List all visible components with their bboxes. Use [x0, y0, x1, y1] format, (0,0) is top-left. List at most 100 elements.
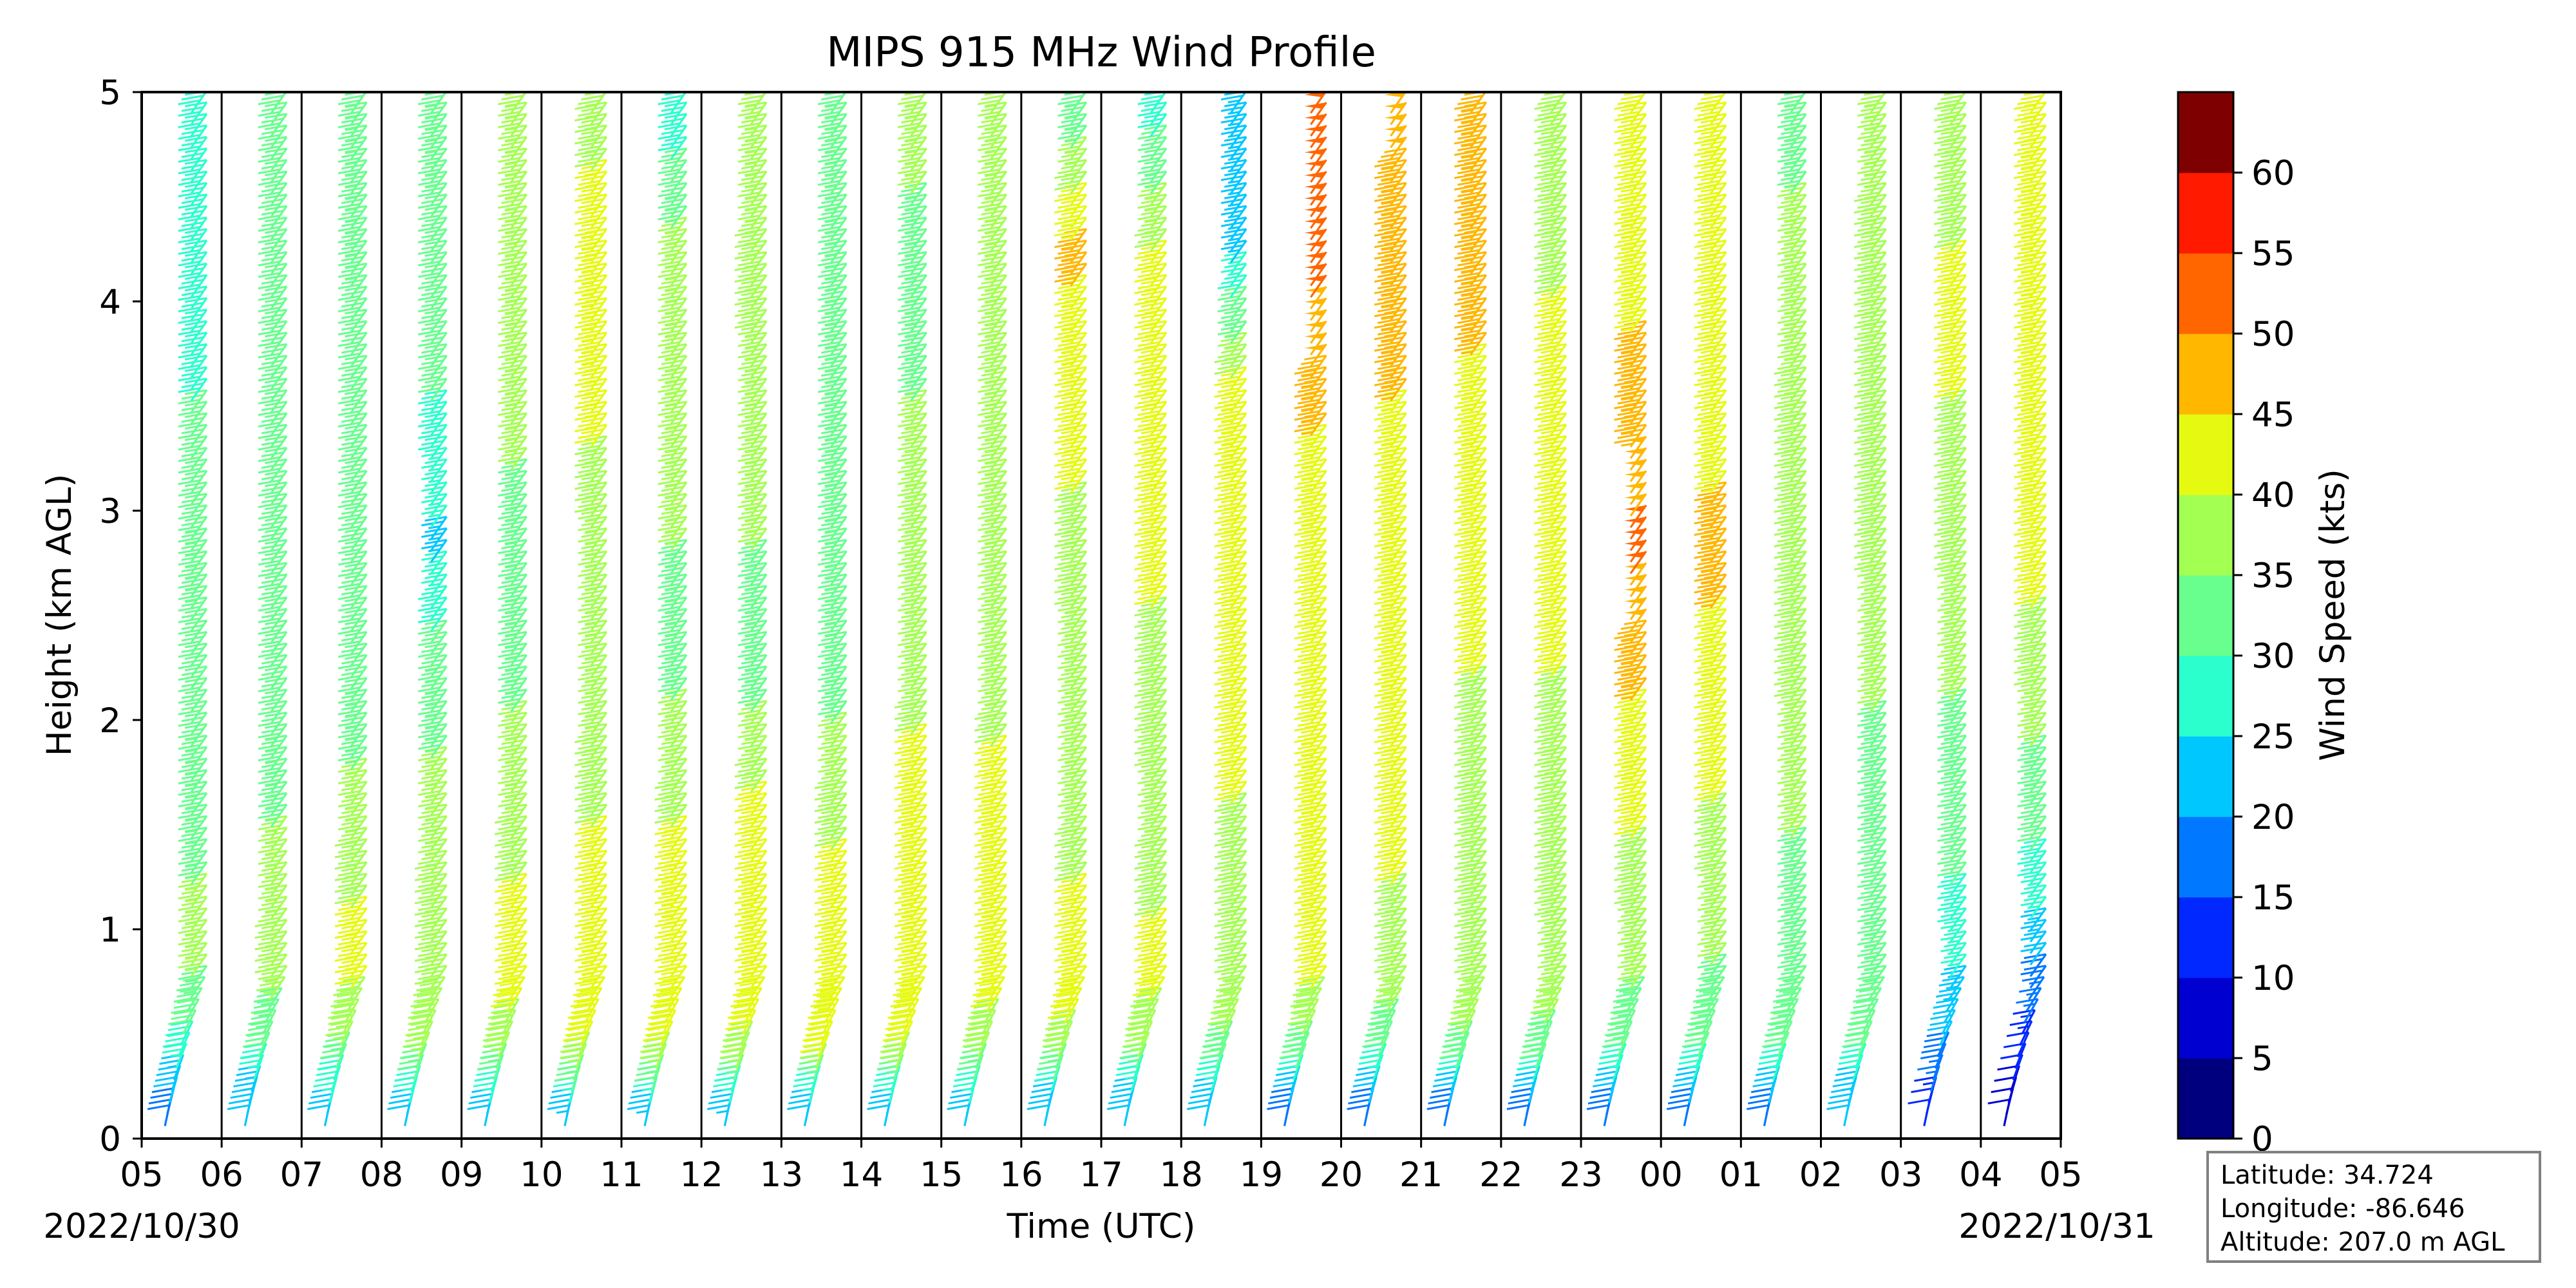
wind-barb-shaft [270, 401, 288, 425]
wind-barb-flag [334, 933, 357, 939]
wind-barb-shaft [190, 401, 208, 425]
wind-barb-half-flag [185, 956, 197, 960]
wind-barb-shaft [270, 643, 288, 667]
wind-barb-flag [258, 617, 281, 623]
wind-barb-flag [258, 928, 281, 934]
wind-barb-half-flag [345, 691, 357, 696]
wind-barb-flag [258, 836, 281, 842]
wind-barb-flag [258, 329, 281, 336]
wind-barb-flag [390, 1093, 413, 1099]
wind-barb-flag [341, 532, 364, 538]
wind-barb-half-flag [265, 783, 278, 788]
wind-barb-shaft [270, 953, 288, 978]
wind-barb-shaft [270, 92, 287, 114]
wind-barb-shaft [267, 987, 283, 1012]
wind-barb-flag [181, 440, 204, 446]
wind-barb-flag [178, 974, 201, 980]
wind-barb-flag [261, 232, 284, 239]
wind-barb-flag [341, 670, 364, 676]
wind-barb-flag [341, 117, 364, 124]
wind-barb-flag [261, 152, 284, 158]
wind-barb-half-flag [265, 864, 278, 868]
wind-barb-flag [184, 274, 207, 280]
wind-barb-half-flag [265, 887, 278, 891]
wind-barb-half-flag [185, 909, 197, 914]
wind-barb-flag [178, 502, 201, 508]
wind-barb-flag [178, 882, 201, 888]
wind-barb-shaft [350, 263, 368, 287]
wind-barb-shaft [270, 965, 288, 989]
wind-barb-flag [470, 1093, 493, 1099]
wind-barb-flag [227, 1104, 250, 1110]
wind-barb-shaft [270, 827, 288, 851]
wind-barb-flag [345, 435, 367, 441]
wind-barb-flag [337, 352, 361, 359]
wind-barb-shaft [350, 228, 368, 252]
barb-profile-14 [867, 92, 927, 1126]
wind-barb-shaft [270, 723, 288, 747]
wind-barb-shaft [270, 849, 288, 874]
wind-barb-shaft [350, 343, 368, 367]
wind-barb-flag [261, 647, 284, 653]
wind-barb-flag [261, 221, 284, 227]
barb-profile-07 [307, 92, 368, 1126]
wind-barb-shaft [190, 700, 208, 724]
wind-barb-flag [258, 905, 281, 911]
wind-barb-shaft [270, 159, 288, 183]
wind-barb-flag [264, 251, 287, 257]
wind-barb-flag [181, 958, 204, 964]
wind-barb-flag [341, 647, 364, 653]
wind-barb-flag [178, 640, 201, 647]
wind-barb-flag [258, 882, 281, 888]
wind-barb-flag [258, 548, 281, 554]
wind-barb-flag [181, 256, 204, 262]
wind-barb-flag [181, 877, 204, 884]
wind-barb-flag [258, 214, 281, 221]
wind-barb-shaft [190, 182, 208, 206]
wind-barb-half-flag [345, 219, 357, 223]
wind-barb-flag [178, 697, 201, 704]
wind-barb-flag [258, 341, 281, 347]
wind-barb-flag [184, 170, 207, 176]
wind-barb-flag [258, 767, 281, 773]
wind-barb-flag [178, 767, 201, 773]
wind-barb-flag [873, 1081, 896, 1088]
wind-barb-flag [341, 209, 364, 216]
wind-barb-flag [258, 709, 281, 715]
wind-barb-shaft [270, 320, 288, 344]
wind-barb-flag [264, 262, 287, 269]
wind-barb-flag [184, 699, 207, 706]
wind-barb-flag [258, 203, 281, 209]
wind-barb-flag [181, 359, 204, 366]
wind-barb-shaft [348, 976, 366, 1000]
wind-barb-flag [261, 739, 284, 745]
wind-barb-flag [178, 272, 201, 278]
wind-barb-half-flag [185, 806, 197, 811]
wind-barb-flag [341, 808, 364, 815]
wind-barb-half-flag [185, 852, 197, 857]
wind-barb-shaft [270, 228, 288, 252]
wind-barb-flag [261, 164, 284, 170]
wind-barb-flag [181, 773, 204, 780]
wind-barb-half-flag [265, 817, 278, 822]
wind-barb-shaft [350, 102, 368, 126]
wind-barb-shaft [270, 757, 288, 782]
wind-barb-flag [714, 1075, 737, 1082]
wind-barb-flag [337, 824, 361, 831]
wind-barb-flag [394, 1075, 417, 1082]
wind-barb-shaft [350, 194, 368, 218]
wind-barb-flag [264, 354, 287, 361]
wind-barb-shaft [190, 297, 208, 321]
wind-barb-flag [341, 750, 364, 757]
wind-barb-flag [341, 359, 364, 366]
wind-barb-shaft [270, 631, 288, 655]
wind-barb-flag [258, 755, 281, 762]
wind-barb-flag [264, 101, 287, 108]
wind-barb-flag [334, 898, 357, 905]
wind-barb-flag [334, 909, 357, 916]
wind-barb-flag [341, 486, 364, 492]
wind-barb-shaft [350, 827, 368, 851]
wind-barb-flag [178, 468, 201, 474]
wind-barb-flag [330, 1001, 353, 1008]
wind-barb-flag [178, 594, 201, 600]
